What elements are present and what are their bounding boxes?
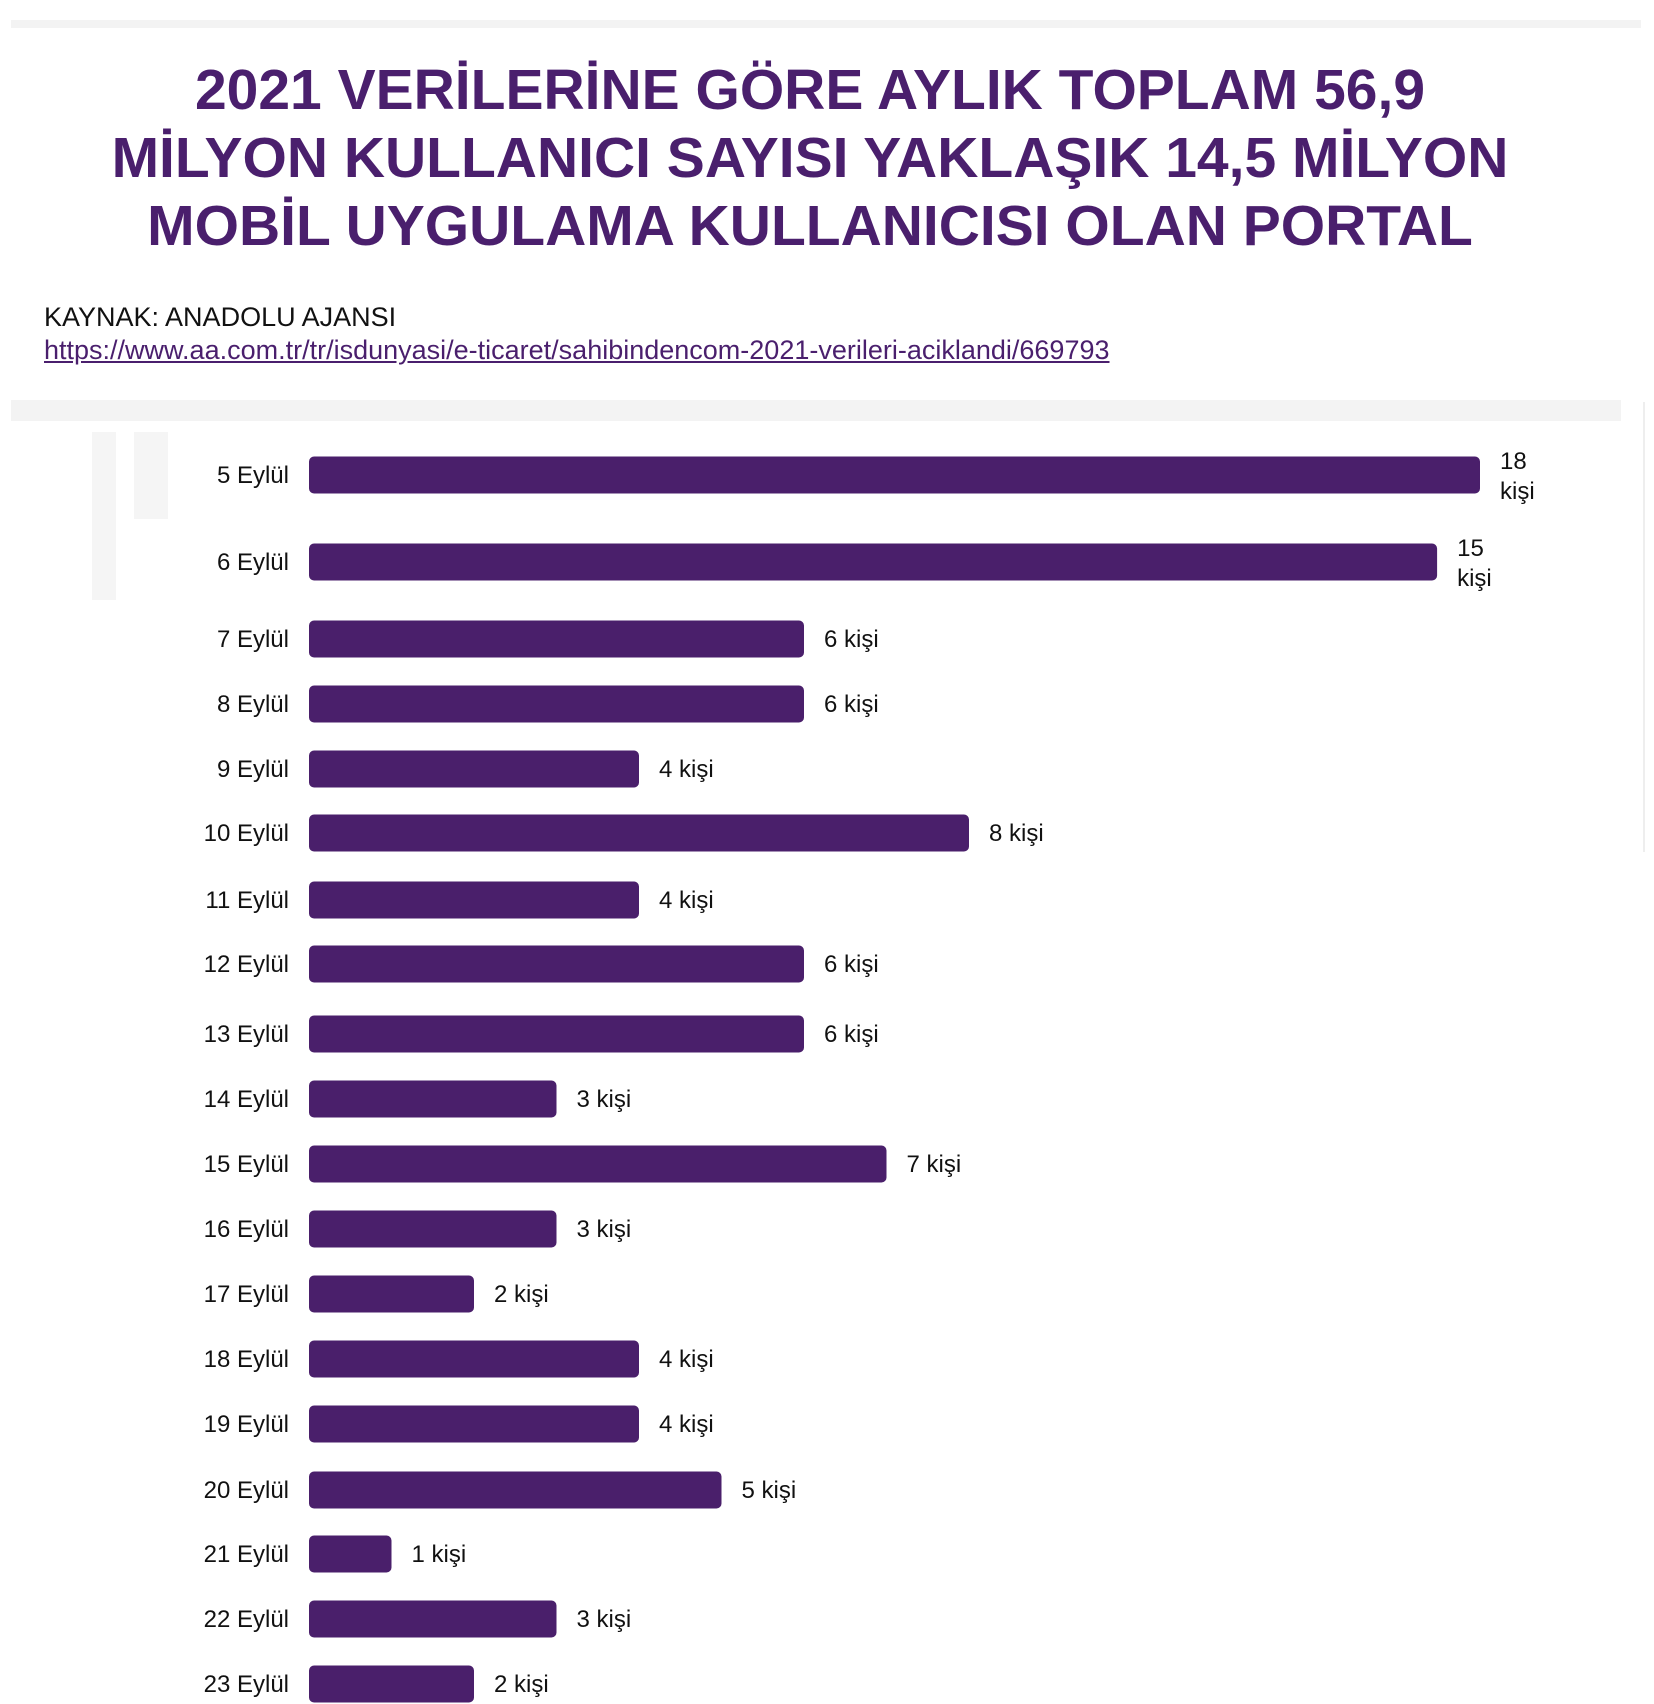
right-edge-line: [1643, 402, 1645, 852]
category-label: 5 Eylül: [217, 462, 289, 489]
bar: [309, 456, 1480, 494]
bar: [309, 1600, 557, 1638]
bar: [309, 750, 639, 788]
title-line-1: 2021 VERİLERİNE GÖRE AYLIK TOPLAM 56,9: [194, 58, 1426, 122]
category-label: 12 Eylül: [204, 951, 289, 978]
category-label: 19 Eylül: [204, 1411, 289, 1438]
page-title: 2021 VERİLERİNE GÖRE AYLIK TOPLAM 56,9 M…: [40, 56, 1580, 260]
category-label: 20 Eylül: [204, 1477, 289, 1504]
data-label: 8 kişi: [989, 820, 1044, 847]
bar: [309, 1535, 392, 1573]
chart-divider: [11, 400, 1621, 421]
category-label: 10 Eylül: [204, 820, 289, 847]
category-label: 8 Eylül: [217, 691, 289, 718]
data-label: 6 kişi: [824, 951, 879, 978]
data-label: 5 kişi: [742, 1477, 797, 1504]
decorative-block: [134, 432, 168, 519]
decorative-block: [92, 432, 116, 600]
title-line-3: MOBİL UYGULAMA KULLANICISI OLAN PORTAL: [147, 194, 1473, 258]
bar: [309, 814, 969, 852]
title-line-2: MİLYON KULLANICI SAYISI YAKLAŞIK 14,5 Mİ…: [111, 126, 1509, 190]
data-label: 6 kişi: [824, 626, 879, 653]
category-label: 22 Eylül: [204, 1606, 289, 1633]
data-label: 3 kişi: [577, 1086, 632, 1113]
data-label: 4 kişi: [659, 1346, 714, 1373]
bar: [309, 543, 1438, 581]
data-label: 6 kişi: [824, 1021, 879, 1048]
bar: [309, 1275, 474, 1313]
category-label: 14 Eylül: [204, 1086, 289, 1113]
bar: [309, 1405, 639, 1443]
category-label: 7 Eylül: [217, 626, 289, 653]
source-link[interactable]: https://www.aa.com.tr/tr/isdunyasi/e-tic…: [44, 335, 1110, 365]
source-label: KAYNAK: ANADOLU AJANSI: [44, 302, 397, 332]
bar: [309, 1665, 474, 1703]
data-label: 4 kişi: [659, 756, 714, 783]
data-label: 15 kişi: [1457, 535, 1492, 592]
category-label: 15 Eylül: [204, 1151, 289, 1178]
category-label: 11 Eylül: [205, 887, 289, 914]
category-label: 13 Eylül: [204, 1021, 289, 1048]
category-label: 17 Eylül: [204, 1281, 289, 1308]
data-label: 3 kişi: [577, 1606, 632, 1633]
bar: [309, 620, 804, 658]
data-label: 2 kişi: [494, 1671, 549, 1698]
category-label: 6 Eylül: [217, 549, 289, 576]
data-label: 4 kişi: [659, 887, 714, 914]
category-label: 16 Eylül: [204, 1216, 289, 1243]
category-label: 18 Eylül: [204, 1346, 289, 1373]
data-label: 1 kişi: [412, 1541, 467, 1568]
bar: [309, 1015, 804, 1053]
data-label: 3 kişi: [577, 1216, 632, 1243]
top-divider: [11, 20, 1641, 28]
bar: [309, 685, 804, 723]
category-label: 9 Eylül: [217, 756, 289, 783]
data-label: 6 kişi: [824, 691, 879, 718]
category-label: 21 Eylül: [204, 1541, 289, 1568]
bar: [309, 1080, 557, 1118]
bar: [309, 1145, 887, 1183]
bar: [309, 945, 804, 983]
category-label: 23 Eylül: [204, 1671, 289, 1698]
bar: [309, 1471, 722, 1509]
bar: [309, 1340, 639, 1378]
data-label: 2 kişi: [494, 1281, 549, 1308]
data-label: 4 kişi: [659, 1411, 714, 1438]
data-label: 18 kişi: [1500, 448, 1535, 505]
bar: [309, 1210, 557, 1248]
bar: [309, 881, 639, 919]
data-label: 7 kişi: [907, 1151, 962, 1178]
